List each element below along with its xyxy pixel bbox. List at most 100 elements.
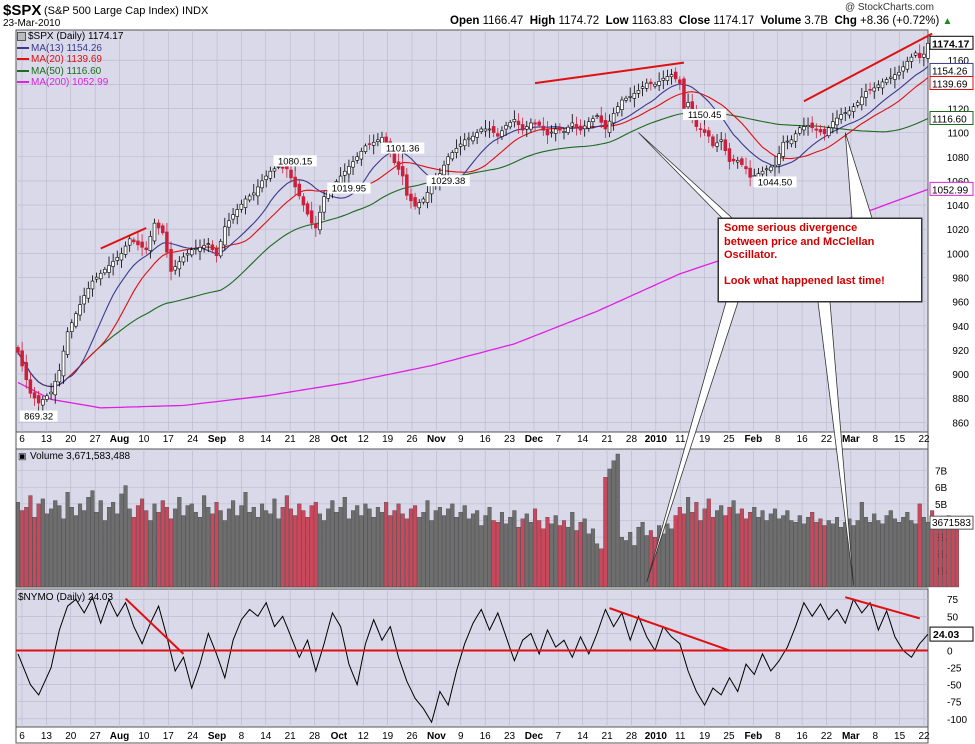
x-tick-label-bottom: Aug bbox=[110, 731, 129, 742]
x-tick-label-bottom: 28 bbox=[309, 731, 321, 742]
candle-body bbox=[405, 174, 409, 196]
candle-body bbox=[289, 169, 293, 179]
volume-bar bbox=[367, 508, 372, 588]
volume-bar bbox=[743, 518, 749, 588]
volume-bar bbox=[851, 525, 856, 588]
oscillator-tag: 24.03 bbox=[933, 629, 959, 641]
volume-bar bbox=[384, 502, 389, 588]
candle-body bbox=[851, 106, 856, 112]
volume-bar bbox=[566, 526, 571, 588]
candle-body bbox=[53, 380, 57, 396]
candle bbox=[649, 78, 653, 91]
volume-bar bbox=[777, 518, 782, 588]
candle bbox=[781, 135, 785, 162]
candle bbox=[529, 118, 533, 133]
volume-bar bbox=[479, 525, 484, 588]
candle bbox=[405, 167, 409, 200]
candle-body bbox=[649, 81, 653, 85]
candle bbox=[94, 272, 99, 283]
volume-bar bbox=[727, 507, 732, 588]
volume-bar bbox=[810, 512, 815, 588]
candle-body bbox=[400, 166, 405, 177]
volume-bar bbox=[930, 510, 935, 588]
volume-bar bbox=[909, 520, 914, 588]
x-tick-label: 26 bbox=[406, 434, 418, 445]
candle bbox=[926, 36, 930, 63]
x-tick-label-bottom: Sep bbox=[208, 731, 226, 742]
candle bbox=[504, 121, 508, 136]
candle-body bbox=[661, 77, 666, 81]
volume-bar bbox=[94, 512, 99, 588]
candle-body bbox=[558, 127, 562, 131]
candle-body bbox=[707, 130, 711, 137]
change-value: +8.36 (+0.72%) bbox=[860, 15, 940, 27]
candle-body bbox=[740, 158, 744, 165]
volume-bar bbox=[181, 515, 186, 588]
candle bbox=[909, 53, 914, 69]
candle bbox=[545, 121, 550, 144]
volume-bar bbox=[404, 518, 409, 588]
candle-body bbox=[682, 78, 686, 109]
candle bbox=[98, 269, 103, 286]
price-label: 1150.45 bbox=[688, 110, 722, 121]
volume-tick-label: 7B bbox=[935, 467, 948, 478]
candle-body bbox=[161, 225, 165, 234]
open-value: 1166.47 bbox=[482, 15, 524, 27]
volume-bar bbox=[934, 525, 939, 588]
x-tick-label: 16 bbox=[797, 434, 809, 445]
candle bbox=[446, 153, 450, 172]
volume-bar bbox=[954, 523, 959, 588]
candle-body bbox=[421, 198, 426, 203]
x-tick-label-bottom: 10 bbox=[138, 731, 150, 742]
price-tick-label: 940 bbox=[952, 322, 969, 333]
candle bbox=[173, 259, 177, 275]
oscillator-tick-label: 50 bbox=[947, 612, 959, 623]
volume-bar bbox=[86, 497, 91, 588]
candle-body bbox=[256, 186, 260, 197]
candle bbox=[119, 247, 124, 268]
candle bbox=[218, 238, 223, 259]
volume-bar bbox=[595, 543, 600, 588]
volume-bar bbox=[458, 512, 463, 588]
candle bbox=[53, 373, 57, 404]
volume-bar bbox=[524, 513, 529, 588]
candle-body bbox=[376, 139, 380, 142]
candle-body bbox=[773, 164, 777, 168]
volume-bar bbox=[442, 515, 447, 588]
candle bbox=[425, 183, 430, 209]
candle-body bbox=[533, 122, 537, 125]
price-trend-line bbox=[534, 61, 685, 85]
price-label: 1029.38 bbox=[431, 176, 465, 187]
candle-body bbox=[264, 175, 268, 180]
candle-body bbox=[243, 198, 248, 208]
candle bbox=[483, 120, 488, 137]
candle-body bbox=[227, 220, 231, 228]
candle bbox=[214, 245, 219, 263]
candle-body bbox=[839, 114, 843, 120]
candle bbox=[74, 311, 78, 329]
candle bbox=[798, 125, 802, 136]
candle-body bbox=[347, 166, 351, 175]
x-tick-label-bottom: 8 bbox=[872, 731, 878, 742]
candle bbox=[82, 287, 86, 313]
x-tick-label-bottom: 9 bbox=[458, 731, 464, 742]
candle bbox=[640, 81, 645, 97]
oscillator-tick-label: -50 bbox=[947, 681, 962, 692]
candle-body bbox=[727, 148, 732, 162]
x-tick-label: 2010 bbox=[645, 434, 668, 445]
candle-body bbox=[715, 142, 719, 147]
x-tick-label: 12 bbox=[358, 434, 370, 445]
x-tick-label: 25 bbox=[723, 434, 735, 445]
volume-icon: ▣ bbox=[18, 451, 27, 461]
candle bbox=[115, 250, 120, 266]
x-tick-label-bottom: 19 bbox=[699, 731, 711, 742]
x-tick-label-bottom: 12 bbox=[358, 731, 370, 742]
volume-bar bbox=[950, 520, 955, 588]
volume-bar bbox=[69, 507, 74, 588]
x-tick-label: 23 bbox=[504, 434, 516, 445]
candle bbox=[644, 78, 649, 92]
candle-body bbox=[471, 135, 475, 142]
volume-bar bbox=[855, 520, 860, 588]
volume-bar bbox=[607, 468, 612, 588]
price-label-box bbox=[327, 182, 371, 194]
